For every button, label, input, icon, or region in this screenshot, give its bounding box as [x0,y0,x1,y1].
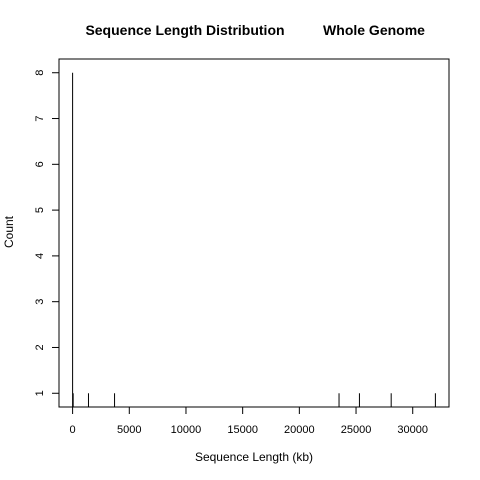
chart-title: Sequence Length Distribution [85,22,284,38]
y-tick-label: 2 [34,344,46,350]
x-tick-label: 0 [70,424,76,436]
x-axis: 0 5000 10000 15000 20000 25000 30000 [70,406,428,436]
y-tick-label: 3 [34,299,46,305]
y-axis-label: Count [2,215,16,248]
x-tick-label: 20000 [284,424,315,436]
bars [72,72,436,407]
y-tick-label: 5 [34,207,46,213]
x-tick-label: 25000 [341,424,372,436]
y-tick-label: 6 [34,161,46,167]
y-tick-label: 1 [34,390,46,396]
plot-frame [58,58,450,408]
y-axis: 1 2 3 4 5 6 7 8 [34,70,60,396]
x-tick-label: 15000 [227,424,258,436]
chart-subtitle: Whole Genome [323,22,425,38]
x-tick-label: 5000 [117,424,141,436]
x-tick-label: 10000 [171,424,202,436]
y-tick-label: 8 [34,70,46,76]
y-tick-label: 7 [34,115,46,121]
y-tick-label: 4 [34,253,46,259]
x-tick-label: 30000 [397,424,428,436]
x-axis-label: Sequence Length (kb) [195,450,313,464]
